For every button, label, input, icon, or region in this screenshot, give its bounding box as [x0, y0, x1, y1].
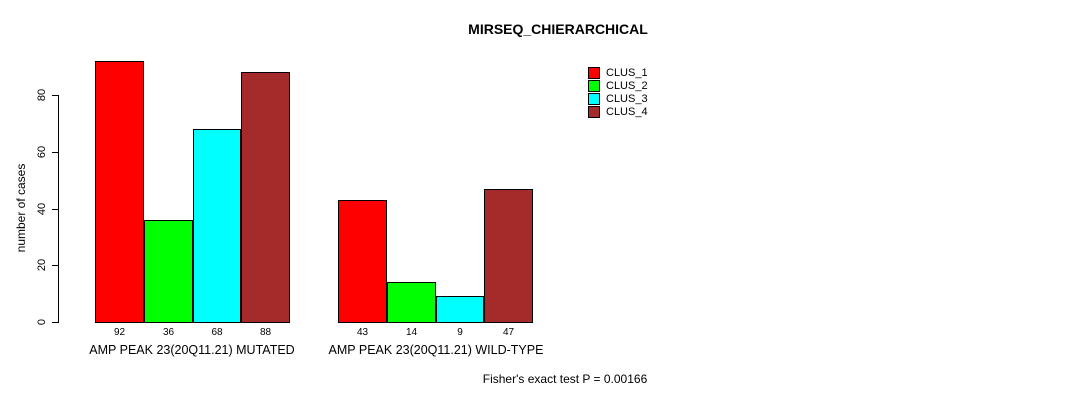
- bar-clus_4: [241, 72, 290, 323]
- bar-clus_1: [95, 61, 144, 323]
- bar-clus_2: [144, 220, 193, 323]
- bar-clus_2: [387, 282, 436, 323]
- y-axis-tick: [52, 95, 58, 96]
- y-axis-tick-label: 20: [36, 259, 48, 272]
- x-group-label-mutated: AMP PEAK 23(20Q11.21) MUTATED: [89, 343, 295, 357]
- legend-label-clus-4: CLUS_4: [606, 105, 648, 118]
- legend-swatch-clus-1-icon: [588, 66, 600, 79]
- legend-item-clus-1: CLUS_1: [588, 66, 648, 79]
- y-axis-line: [58, 95, 59, 323]
- y-axis-tick-label: 40: [36, 202, 48, 215]
- bar-value-label: 68: [211, 327, 223, 338]
- y-axis-tick: [52, 322, 58, 323]
- legend: CLUS_1 CLUS_2 CLUS_3 CLUS_4: [588, 66, 648, 118]
- y-axis-tick-label: 60: [36, 145, 48, 158]
- bar-value-label: 92: [113, 327, 126, 338]
- legend-label-clus-1: CLUS_1: [606, 66, 648, 79]
- y-axis-tick-label: 0: [36, 318, 48, 326]
- y-axis-tick: [52, 151, 58, 153]
- bar-value-label: 43: [356, 327, 369, 338]
- fisher-test-annotation: Fisher's exact test P = 0.00166: [482, 372, 648, 386]
- legend-label-clus-2: CLUS_2: [606, 79, 648, 92]
- y-axis-tick: [52, 265, 58, 267]
- bar-clus_1: [338, 200, 387, 323]
- x-group-label-wild-type: AMP PEAK 23(20Q11.21) WILD-TYPE: [328, 343, 544, 357]
- legend-label-clus-3: CLUS_3: [606, 92, 648, 105]
- legend-item-clus-3: CLUS_3: [588, 92, 648, 105]
- legend-item-clus-2: CLUS_2: [588, 79, 648, 92]
- bar-clus_3: [193, 129, 241, 323]
- bar-value-label: 9: [457, 327, 463, 338]
- chart-title: MIRSEQ_CHIERARCHICAL: [468, 21, 648, 37]
- bar-value-label: 36: [162, 327, 175, 338]
- bar-clus_3: [436, 296, 484, 323]
- y-axis-title: number of cases: [14, 163, 28, 253]
- y-axis-tick: [52, 208, 58, 210]
- y-axis-tick-label: 80: [36, 88, 48, 102]
- bar-value-label: 14: [405, 327, 418, 338]
- bar-value-label: 88: [259, 327, 272, 338]
- legend-swatch-clus-4-icon: [588, 105, 600, 118]
- legend-swatch-clus-3-icon: [588, 92, 600, 105]
- bar-clus_4: [484, 189, 533, 323]
- bar-value-label: 47: [502, 327, 515, 338]
- legend-item-clus-4: CLUS_4: [588, 105, 648, 118]
- legend-swatch-clus-2-icon: [588, 79, 600, 92]
